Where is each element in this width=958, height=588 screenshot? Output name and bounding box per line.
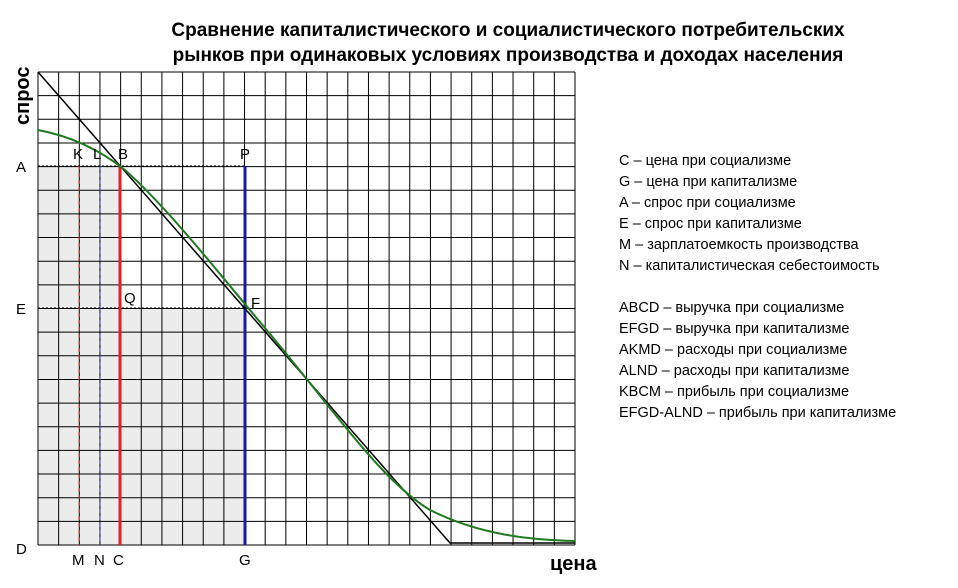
socialist-demand xyxy=(37,129,576,542)
point-label: E xyxy=(16,301,26,318)
legend-item: ALND – расходы при капитализме xyxy=(619,363,849,379)
legend-item: EFGD – выручка при капитализме xyxy=(619,321,850,337)
title: рынков при одинаковых условиях производс… xyxy=(173,45,844,66)
point-label: A xyxy=(16,159,26,176)
point-label: D xyxy=(16,541,27,558)
point-label: F xyxy=(251,295,260,312)
legend-item: M – зарплатоемкость производства xyxy=(619,237,860,253)
legend-item: A – спрос при социализме xyxy=(619,195,796,211)
legend: C – цена при социализме G – цена при капи… xyxy=(619,153,896,421)
point-label: P xyxy=(240,146,250,163)
legend-item: E – спрос при капитализме xyxy=(619,216,802,232)
y-axis-label: спрос xyxy=(12,67,34,126)
point-label: G xyxy=(239,552,251,569)
legend-item: EFGD-ALND – прибыль при капитализме xyxy=(619,405,896,421)
legend-item: AKMD – расходы при социализме xyxy=(619,342,847,358)
point-label: L xyxy=(93,146,101,163)
point-label: N xyxy=(94,552,105,569)
legend-item: N – капиталистическая себестоимость xyxy=(619,258,880,274)
grid-lines xyxy=(37,71,576,546)
capitalist-demand xyxy=(37,71,575,544)
legend-item: ABCD – выручка при социализме xyxy=(619,300,844,316)
point-label: C xyxy=(113,552,124,569)
point-label: Q xyxy=(124,290,136,307)
title: Сравнение капиталистического и социалист… xyxy=(171,20,845,41)
point-label: K xyxy=(73,146,83,163)
legend-item: KBCM – прибыль при социализме xyxy=(619,384,849,400)
point-label: B xyxy=(118,146,128,163)
legend-item: C – цена при социализме xyxy=(619,153,791,169)
x-axis-label: цена xyxy=(550,553,597,575)
point-label: M xyxy=(72,552,85,569)
legend-item: G – цена при капитализме xyxy=(619,174,797,190)
